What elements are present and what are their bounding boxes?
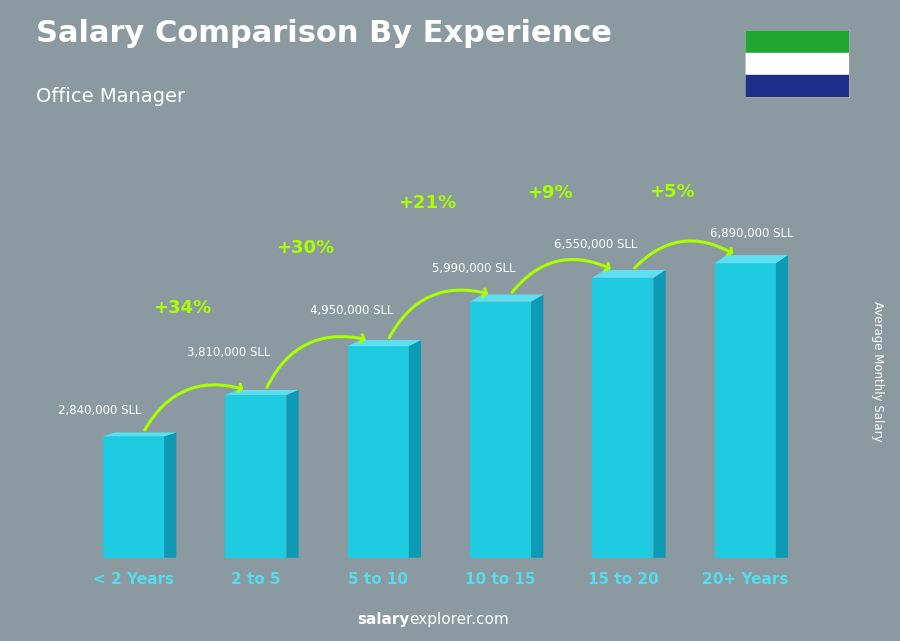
Bar (745, 53, 849, 75)
Text: salary: salary (357, 612, 410, 627)
Polygon shape (225, 390, 299, 395)
Bar (715, 263, 776, 558)
Polygon shape (409, 340, 421, 558)
Bar (745, 30, 849, 53)
Text: +5%: +5% (649, 183, 695, 201)
Text: +21%: +21% (398, 194, 456, 212)
Bar (103, 437, 164, 558)
Text: Office Manager: Office Manager (36, 87, 185, 106)
Text: +9%: +9% (526, 184, 572, 202)
Polygon shape (776, 255, 788, 558)
Text: 5,990,000 SLL: 5,990,000 SLL (432, 262, 516, 275)
Polygon shape (470, 294, 544, 302)
Text: 6,890,000 SLL: 6,890,000 SLL (709, 227, 793, 240)
Text: explorer.com: explorer.com (410, 612, 509, 627)
Polygon shape (653, 270, 666, 558)
Polygon shape (347, 340, 421, 346)
Text: 2,840,000 SLL: 2,840,000 SLL (58, 404, 141, 417)
Bar (347, 346, 409, 558)
Polygon shape (531, 294, 544, 558)
Polygon shape (592, 270, 666, 278)
Bar (592, 278, 653, 558)
Text: 6,550,000 SLL: 6,550,000 SLL (554, 238, 638, 251)
Polygon shape (164, 433, 176, 558)
Text: +30%: +30% (275, 239, 334, 257)
Polygon shape (286, 390, 299, 558)
Text: 3,810,000 SLL: 3,810,000 SLL (187, 346, 271, 359)
Bar (745, 75, 849, 97)
Text: Salary Comparison By Experience: Salary Comparison By Experience (36, 19, 612, 48)
Text: +34%: +34% (153, 299, 211, 317)
Polygon shape (103, 433, 176, 437)
Text: 4,950,000 SLL: 4,950,000 SLL (310, 304, 393, 317)
Bar (225, 395, 286, 558)
Bar (470, 302, 531, 558)
Polygon shape (715, 255, 788, 263)
Text: Average Monthly Salary: Average Monthly Salary (871, 301, 884, 442)
